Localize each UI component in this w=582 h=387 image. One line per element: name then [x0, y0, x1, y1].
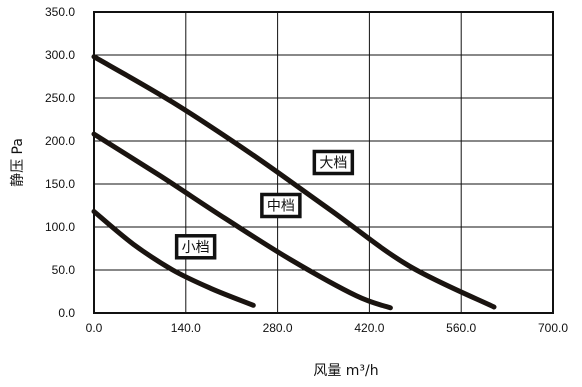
- y-tick-label: 150.0: [45, 177, 75, 191]
- y-tick-label: 350.0: [45, 5, 75, 19]
- x-tick-label: 420.0: [354, 321, 384, 335]
- annotation-box: [260, 192, 302, 219]
- x-tick-label: 560.0: [446, 321, 476, 335]
- annotation-label: 中档: [267, 199, 295, 215]
- x-axis-label: 风量 m³/h: [313, 363, 378, 379]
- series-line: [91, 54, 497, 310]
- plot-frame: [93, 11, 554, 314]
- y-axis-label: 静压 Pa: [10, 138, 26, 187]
- x-tick-label: 140.0: [171, 321, 201, 335]
- annotation-box: [174, 234, 217, 260]
- annotation-label: 小档: [182, 240, 210, 256]
- y-tick-label: 300.0: [45, 48, 75, 62]
- series-line: [91, 131, 393, 311]
- y-tick-label: 100.0: [45, 220, 75, 234]
- y-tick-label: 200.0: [45, 134, 75, 148]
- y-tick-labels: 0.0 50.0 100.0 150.0 200.0 250.0 300.0 350.0: [45, 5, 75, 320]
- x-tick-label: 280.0: [263, 321, 293, 335]
- series-lines: [91, 54, 497, 311]
- annotation: 小档: [174, 234, 217, 260]
- x-tick-labels: 0.0 140.0 280.0 420.0 560.0 700.0: [86, 321, 569, 335]
- x-tick-label: 0.0: [86, 321, 103, 335]
- annotation: 大档: [312, 149, 355, 176]
- y-tick-label: 0.0: [58, 306, 75, 320]
- annotation-box: [312, 149, 355, 176]
- annotation-label: 大档: [319, 156, 347, 172]
- y-tick-label: 250.0: [45, 91, 75, 105]
- series-line: [91, 209, 256, 308]
- y-tick-label: 50.0: [52, 263, 76, 277]
- x-tick-label: 700.0: [538, 321, 568, 335]
- annotation: 中档: [260, 192, 302, 219]
